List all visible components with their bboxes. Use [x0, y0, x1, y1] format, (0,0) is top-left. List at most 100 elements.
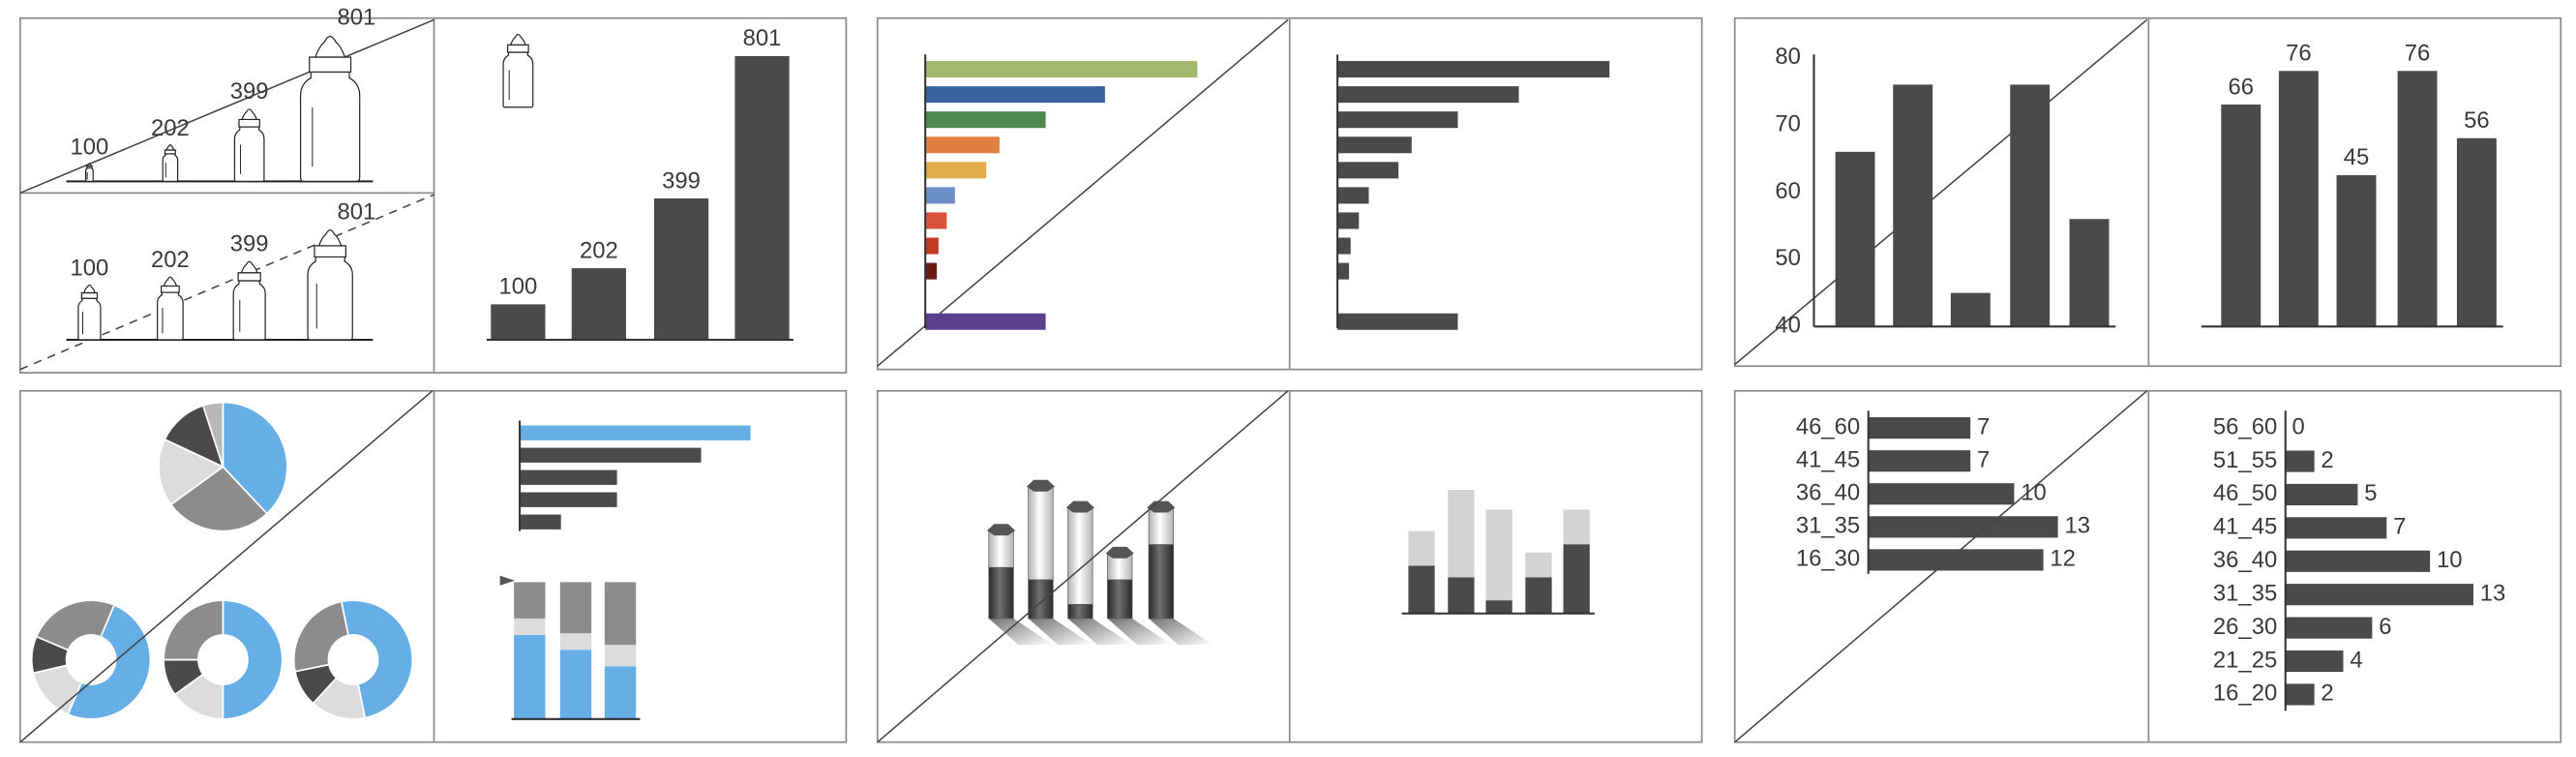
- bar: [1337, 313, 1458, 330]
- cylinder-cap: [987, 524, 1016, 536]
- bar: [1835, 151, 1875, 327]
- value-label: 202: [580, 237, 618, 263]
- pie-slice: [201, 401, 225, 468]
- cylinder-segment: [988, 530, 1014, 568]
- bar: [925, 136, 1000, 154]
- bottle: [234, 109, 263, 182]
- bar: [1337, 187, 1369, 204]
- diagonal: [1734, 18, 2148, 366]
- bar: [925, 111, 1046, 129]
- value-label: 76: [2286, 41, 2312, 67]
- bar: [925, 162, 987, 179]
- diagonal: [877, 390, 1289, 743]
- bar: [1868, 417, 1971, 439]
- value-label: 202: [151, 247, 190, 273]
- shadow: [1067, 618, 1132, 646]
- category-label: 36_40: [1796, 480, 1860, 506]
- value-label: 12: [2050, 546, 2076, 572]
- diagonal: [877, 18, 1289, 367]
- value-label: 399: [662, 167, 701, 194]
- category-label: 21_25: [2213, 647, 2277, 673]
- diagonal: [1734, 390, 2148, 743]
- bar: [925, 61, 1198, 78]
- value-label: 801: [743, 25, 782, 51]
- bar-segment: [604, 645, 637, 667]
- marker-icon: [499, 575, 515, 586]
- value-label: 202: [151, 115, 190, 141]
- bar: [520, 447, 702, 463]
- bar: [2285, 550, 2431, 572]
- value-label: 100: [71, 134, 109, 160]
- bar-segment: [604, 666, 637, 719]
- bar: [1893, 84, 1933, 327]
- category-label: 26_30: [2213, 614, 2277, 640]
- category-label: 16_30: [1796, 546, 1860, 572]
- overlay-diagonals: [19, 390, 2148, 743]
- y-tick-label: 70: [1775, 110, 1801, 136]
- value-label: 13: [2480, 580, 2506, 606]
- bar: [1868, 516, 2058, 538]
- y-tick-label: 80: [1775, 44, 1801, 70]
- value-label: 801: [338, 5, 376, 31]
- value-label: 2: [2321, 447, 2333, 473]
- bar: [1337, 237, 1351, 255]
- bar: [1337, 212, 1360, 229]
- cylinder-segment: [1028, 579, 1054, 620]
- cylinder-segment: [988, 566, 1014, 620]
- category-label: 56_60: [2213, 413, 2277, 439]
- cylinder-segment: [1067, 604, 1093, 620]
- bar: [520, 425, 751, 440]
- donut-slice: [222, 599, 284, 720]
- diagonal: [19, 390, 434, 743]
- bar: [2010, 84, 2051, 327]
- y-tick-label: 40: [1775, 313, 1801, 339]
- pie-slice: [169, 466, 269, 532]
- bar: [571, 268, 626, 340]
- bar-segment: [1485, 600, 1513, 614]
- bar: [2285, 683, 2315, 706]
- bar: [1337, 262, 1350, 280]
- bar-segment: [1408, 565, 1435, 614]
- donut-slice: [163, 599, 225, 661]
- category-label: 46_60: [1796, 413, 1860, 439]
- value-label: 2: [2321, 681, 2333, 707]
- bottle: [78, 285, 101, 340]
- bar: [2285, 617, 2373, 639]
- category-label: 51_55: [2213, 447, 2277, 473]
- bottle: [163, 145, 177, 182]
- bar: [1337, 162, 1399, 179]
- pie-slice: [158, 438, 225, 506]
- category-label: 31_35: [2213, 580, 2277, 606]
- value-label: 801: [338, 198, 376, 225]
- bottle: [301, 37, 360, 182]
- value-label: 399: [230, 78, 269, 105]
- bottle: [86, 164, 94, 182]
- category-label: 41_45: [2213, 514, 2277, 540]
- shadow: [1107, 618, 1172, 646]
- bar: [2221, 105, 2261, 327]
- bar: [2397, 71, 2438, 327]
- value-label: 399: [230, 231, 269, 257]
- bar-segment: [1448, 577, 1475, 614]
- category-label: 16_20: [2213, 681, 2277, 707]
- bar: [2278, 71, 2319, 327]
- value-label: 100: [498, 274, 537, 300]
- donut-slice: [292, 600, 349, 673]
- bottle-icon: [503, 35, 533, 107]
- bar: [734, 55, 790, 340]
- bar: [925, 237, 939, 255]
- bar: [1950, 292, 1991, 327]
- bar: [653, 197, 709, 340]
- bar-segment: [559, 582, 592, 634]
- value-label: 0: [2292, 413, 2305, 439]
- value-label: 7: [1977, 413, 1990, 439]
- bottle: [158, 277, 183, 340]
- cylinder-cap: [1065, 500, 1094, 513]
- bar: [1337, 136, 1412, 154]
- value-label: 13: [2064, 513, 2090, 539]
- value-label: 56: [2464, 107, 2490, 134]
- category-label: 41_45: [1796, 446, 1860, 472]
- value-label: 10: [2021, 480, 2047, 506]
